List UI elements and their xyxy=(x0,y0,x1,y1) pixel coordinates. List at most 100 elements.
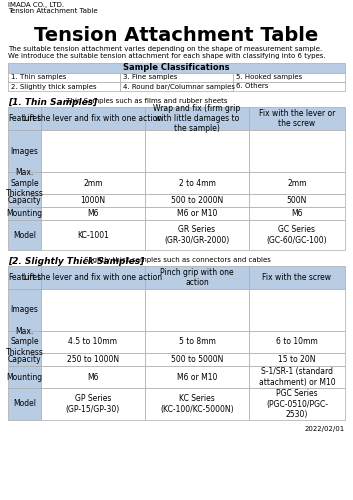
Text: Tension Attachment Table: Tension Attachment Table xyxy=(8,8,98,14)
Text: Mounting: Mounting xyxy=(6,372,43,382)
Text: 15 to 20N: 15 to 20N xyxy=(278,355,316,364)
FancyBboxPatch shape xyxy=(41,107,145,130)
Text: 500 to 2000N: 500 to 2000N xyxy=(171,196,223,205)
Text: M6: M6 xyxy=(291,209,303,218)
Text: 2 to 4mm: 2 to 4mm xyxy=(179,178,215,188)
FancyBboxPatch shape xyxy=(8,366,41,388)
Text: Fix with the lever or
the screw: Fix with the lever or the screw xyxy=(259,109,335,128)
Text: Sample Classifications: Sample Classifications xyxy=(123,64,230,72)
Text: Tension Attachment Table: Tension Attachment Table xyxy=(34,26,319,45)
Text: KC Series
(KC-100/KC-5000N): KC Series (KC-100/KC-5000N) xyxy=(160,394,234,413)
FancyBboxPatch shape xyxy=(145,130,249,172)
FancyBboxPatch shape xyxy=(41,194,145,207)
Text: Features: Features xyxy=(8,273,41,282)
Text: Max.
Sample
Thickness: Max. Sample Thickness xyxy=(6,327,43,357)
Text: 6. Others: 6. Others xyxy=(236,84,268,89)
Text: 2mm: 2mm xyxy=(83,178,103,188)
Text: 6 to 10mm: 6 to 10mm xyxy=(276,338,318,346)
Text: 500N: 500N xyxy=(287,196,307,205)
Text: 3. Fine samples: 3. Fine samples xyxy=(123,74,178,80)
Text: [1. Thin Samples]: [1. Thin Samples] xyxy=(8,98,97,107)
FancyBboxPatch shape xyxy=(8,130,41,172)
FancyBboxPatch shape xyxy=(8,207,41,220)
Text: Lift the lever and fix with one action: Lift the lever and fix with one action xyxy=(23,273,163,282)
Text: M6 or M10: M6 or M10 xyxy=(177,209,217,218)
Text: GC Series
(GC-60/GC-100): GC Series (GC-60/GC-100) xyxy=(267,226,327,244)
Text: We introduce the suitable tension attachment for each shape with classifying int: We introduce the suitable tension attach… xyxy=(8,53,325,59)
Text: 1000N: 1000N xyxy=(80,196,106,205)
FancyBboxPatch shape xyxy=(233,82,345,91)
Text: KC-1001: KC-1001 xyxy=(77,230,109,239)
FancyBboxPatch shape xyxy=(8,266,41,289)
Text: Max.
Sample
Thickness: Max. Sample Thickness xyxy=(6,168,43,198)
FancyBboxPatch shape xyxy=(145,220,249,250)
Text: Thin Samples such as films and rubber sheets: Thin Samples such as films and rubber sh… xyxy=(64,98,227,104)
FancyBboxPatch shape xyxy=(249,207,345,220)
Text: Model: Model xyxy=(13,230,36,239)
Text: 4.5 to 10mm: 4.5 to 10mm xyxy=(68,338,118,346)
FancyBboxPatch shape xyxy=(145,107,249,130)
Text: 4. Round bar/Columnar samples: 4. Round bar/Columnar samples xyxy=(123,84,235,89)
Text: Capacity: Capacity xyxy=(8,355,41,364)
FancyBboxPatch shape xyxy=(41,388,145,420)
FancyBboxPatch shape xyxy=(249,220,345,250)
Text: 2022/02/01: 2022/02/01 xyxy=(305,426,345,432)
Text: Images: Images xyxy=(11,306,38,314)
Text: Pinch grip with one
action: Pinch grip with one action xyxy=(160,268,234,287)
FancyBboxPatch shape xyxy=(145,388,249,420)
FancyBboxPatch shape xyxy=(41,130,145,172)
Text: Features: Features xyxy=(8,114,41,123)
Text: 2. Slightly thick samples: 2. Slightly thick samples xyxy=(11,84,97,89)
Text: 5 to 8mm: 5 to 8mm xyxy=(179,338,215,346)
FancyBboxPatch shape xyxy=(249,130,345,172)
FancyBboxPatch shape xyxy=(41,266,145,289)
FancyBboxPatch shape xyxy=(8,107,41,130)
Text: 500 to 5000N: 500 to 5000N xyxy=(171,355,223,364)
FancyBboxPatch shape xyxy=(249,194,345,207)
Text: [2. Slightly Thick Samples]: [2. Slightly Thick Samples] xyxy=(8,257,144,266)
FancyBboxPatch shape xyxy=(145,194,249,207)
Text: 1. Thin samples: 1. Thin samples xyxy=(11,74,66,80)
Text: The suitable tension attachment varies depending on the shape of measurement sam: The suitable tension attachment varies d… xyxy=(8,46,322,52)
Text: IMADA CO., LTD.: IMADA CO., LTD. xyxy=(8,2,64,8)
FancyBboxPatch shape xyxy=(41,220,145,250)
FancyBboxPatch shape xyxy=(145,266,249,289)
Text: M6 or M10: M6 or M10 xyxy=(177,372,217,382)
FancyBboxPatch shape xyxy=(145,207,249,220)
FancyBboxPatch shape xyxy=(145,331,249,353)
Text: Lift the lever and fix with one action: Lift the lever and fix with one action xyxy=(23,114,163,123)
FancyBboxPatch shape xyxy=(8,172,41,194)
FancyBboxPatch shape xyxy=(8,194,41,207)
Text: M6: M6 xyxy=(87,372,99,382)
FancyBboxPatch shape xyxy=(249,172,345,194)
Text: Mounting: Mounting xyxy=(6,209,43,218)
Text: Images: Images xyxy=(11,146,38,156)
Text: Fix with the screw: Fix with the screw xyxy=(263,273,331,282)
FancyBboxPatch shape xyxy=(249,366,345,388)
Text: GP Series
(GP-15/GP-30): GP Series (GP-15/GP-30) xyxy=(66,394,120,413)
FancyBboxPatch shape xyxy=(8,331,41,353)
FancyBboxPatch shape xyxy=(8,388,41,420)
FancyBboxPatch shape xyxy=(8,63,345,73)
FancyBboxPatch shape xyxy=(249,388,345,420)
Text: PGC Series
(PGC-0510/PGC-
2530): PGC Series (PGC-0510/PGC- 2530) xyxy=(266,389,328,419)
FancyBboxPatch shape xyxy=(145,172,249,194)
FancyBboxPatch shape xyxy=(8,289,41,331)
Text: Wrap and fix (firm grip
with little damages to
the sample): Wrap and fix (firm grip with little dama… xyxy=(153,104,241,134)
FancyBboxPatch shape xyxy=(145,366,249,388)
FancyBboxPatch shape xyxy=(249,331,345,353)
Text: 250 to 1000N: 250 to 1000N xyxy=(67,355,119,364)
Text: Capacity: Capacity xyxy=(8,196,41,205)
FancyBboxPatch shape xyxy=(120,73,233,82)
FancyBboxPatch shape xyxy=(8,82,120,91)
FancyBboxPatch shape xyxy=(8,73,120,82)
Text: 5. Hooked samples: 5. Hooked samples xyxy=(236,74,302,80)
Text: Model: Model xyxy=(13,400,36,408)
FancyBboxPatch shape xyxy=(41,207,145,220)
FancyBboxPatch shape xyxy=(8,353,41,366)
FancyBboxPatch shape xyxy=(249,107,345,130)
FancyBboxPatch shape xyxy=(120,82,233,91)
FancyBboxPatch shape xyxy=(145,353,249,366)
FancyBboxPatch shape xyxy=(41,366,145,388)
FancyBboxPatch shape xyxy=(249,266,345,289)
